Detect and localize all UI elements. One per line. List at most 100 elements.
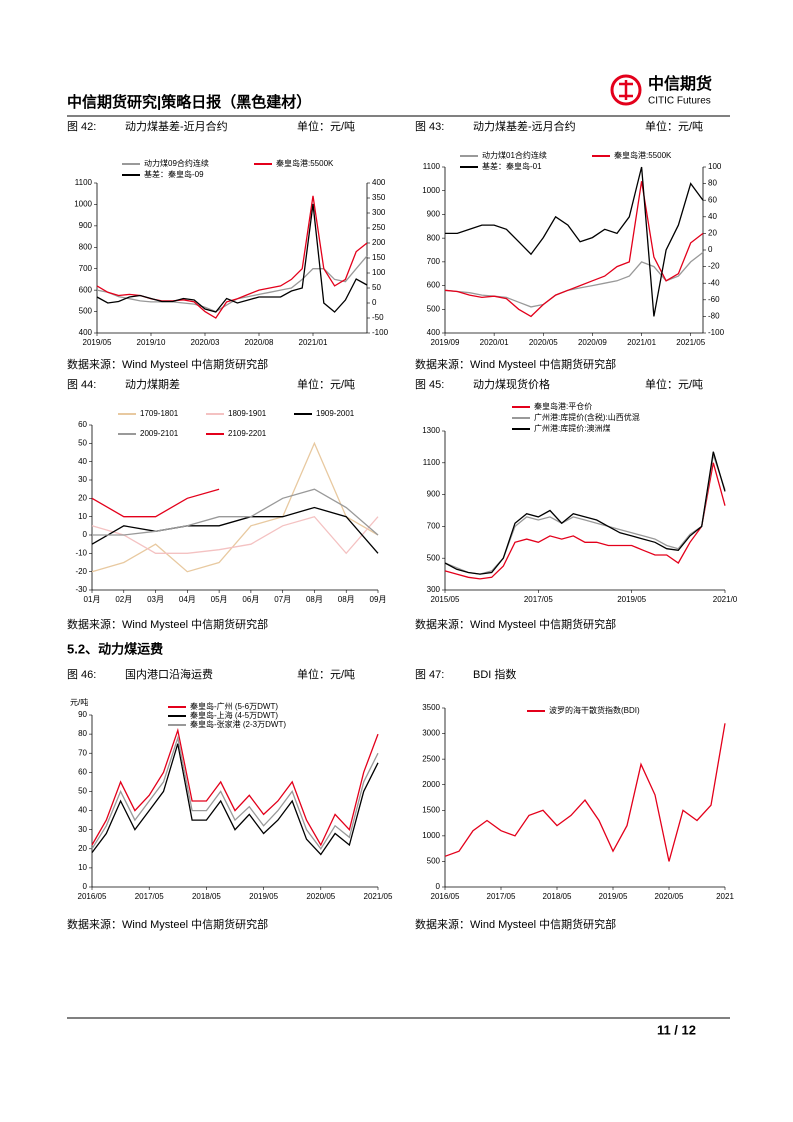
series-line bbox=[91, 515, 379, 555]
y-tick-label: 30 bbox=[78, 825, 87, 834]
logo-icon bbox=[610, 74, 642, 106]
series-line bbox=[444, 181, 704, 318]
y-tick-label: -30 bbox=[75, 585, 87, 594]
figure-number: 图 44: bbox=[67, 378, 96, 391]
y2-tick-label: 0 bbox=[708, 245, 713, 254]
logo-en: CITIC Futures bbox=[648, 96, 711, 107]
y-tick-label: 2000 bbox=[422, 780, 440, 789]
y-tick-label: 60 bbox=[78, 767, 87, 776]
figure-number: 图 46: bbox=[67, 668, 96, 681]
x-tick-label: 2021 bbox=[716, 892, 734, 901]
x-tick-label: 2019/05 bbox=[617, 595, 646, 604]
series-line bbox=[91, 488, 220, 518]
y-tick-label: 1100 bbox=[423, 162, 441, 171]
legend-label: 秦皇岛港:5500K bbox=[276, 158, 334, 168]
y2-tick-label: 20 bbox=[708, 229, 717, 238]
legend-label: 基差：秦皇岛-01 bbox=[482, 161, 542, 171]
x-tick-label: 06月 bbox=[242, 595, 259, 604]
y-tick-label: 3500 bbox=[422, 703, 440, 712]
figure-number: 图 42: bbox=[67, 120, 96, 133]
x-tick-label: 08月 bbox=[338, 595, 355, 604]
figure-title: 国内港口沿海运费 bbox=[125, 667, 213, 681]
x-tick-label: 01月 bbox=[84, 595, 101, 604]
x-tick-label: 09月 bbox=[370, 595, 387, 604]
y-tick-label: 3000 bbox=[422, 729, 440, 738]
series-line bbox=[96, 203, 368, 313]
y-tick-label: -20 bbox=[75, 567, 87, 576]
y-tick-label: 800 bbox=[79, 242, 93, 251]
y-tick-label: 700 bbox=[427, 522, 441, 531]
figure-source: 数据来源：Wind Mysteel 中信期货研究部 bbox=[67, 357, 268, 371]
y-tick-label: 500 bbox=[427, 857, 441, 866]
logo-icon-mark bbox=[619, 80, 633, 100]
figure-source: 数据来源：Wind Mysteel 中信期货研究部 bbox=[415, 617, 616, 631]
y-tick-label: 300 bbox=[427, 585, 441, 594]
series-line bbox=[96, 255, 368, 313]
figure-unit: 单位：元/吨 bbox=[297, 377, 355, 391]
y-tick-label: 1000 bbox=[422, 831, 440, 840]
series-line bbox=[91, 441, 379, 573]
y2-tick-label: 100 bbox=[372, 268, 386, 277]
figure-title: 动力煤期差 bbox=[125, 377, 180, 391]
x-tick-label: 2018/05 bbox=[192, 892, 221, 901]
y-tick-label: 60 bbox=[78, 420, 87, 429]
y-tick-label: 800 bbox=[427, 233, 441, 242]
legend-label: 秦皇岛-广州 (5-6万DWT) bbox=[190, 701, 278, 711]
y-tick-label: 600 bbox=[427, 281, 441, 290]
y-tick-label: 80 bbox=[78, 729, 87, 738]
y-tick-label: 1000 bbox=[422, 186, 440, 195]
legend-label: 2109-2201 bbox=[228, 429, 267, 438]
series-line bbox=[444, 723, 726, 862]
logo bbox=[610, 74, 642, 106]
y2-tick-label: 350 bbox=[372, 193, 386, 202]
legend-label: 动力煤01合约连续 bbox=[482, 150, 547, 160]
y-tick-label: 700 bbox=[79, 264, 93, 273]
y-tick-label: 0 bbox=[83, 882, 88, 891]
x-tick-label: 2017/05 bbox=[487, 892, 516, 901]
y-tick-label: 20 bbox=[78, 493, 87, 502]
y-tick-label: 10 bbox=[78, 512, 87, 521]
y-axis-label: 元/吨 bbox=[70, 697, 88, 707]
x-tick-label: 05月 bbox=[211, 595, 228, 604]
series-line bbox=[444, 462, 726, 580]
x-tick-label: 2020/05 bbox=[655, 892, 684, 901]
y-tick-label: 700 bbox=[427, 257, 441, 266]
x-tick-label: 2019/05 bbox=[83, 338, 112, 347]
x-tick-label: 2017/05 bbox=[135, 892, 164, 901]
y-tick-label: 30 bbox=[78, 475, 87, 484]
legend-label: 秦皇岛港:5500K bbox=[614, 150, 672, 160]
legend-label: 1709-1801 bbox=[140, 409, 179, 418]
y2-tick-label: -100 bbox=[708, 328, 725, 337]
legend-label: 动力煤09合约连续 bbox=[144, 158, 209, 168]
y2-tick-label: 300 bbox=[372, 208, 386, 217]
series-line bbox=[444, 451, 726, 575]
y-tick-label: 500 bbox=[427, 304, 441, 313]
legend-label: 2009-2101 bbox=[140, 429, 179, 438]
x-tick-label: 2019/09 bbox=[431, 338, 460, 347]
series-line bbox=[444, 251, 704, 308]
series-line bbox=[96, 195, 368, 319]
y-tick-label: 0 bbox=[83, 530, 88, 539]
y-tick-label: -10 bbox=[75, 548, 87, 557]
x-tick-label: 2020/09 bbox=[578, 338, 607, 347]
page-number: 11 / 12 bbox=[657, 1022, 696, 1037]
y2-tick-label: 60 bbox=[708, 195, 717, 204]
y2-tick-label: -80 bbox=[708, 312, 720, 321]
y-tick-label: 0 bbox=[436, 882, 441, 891]
y2-tick-label: -60 bbox=[708, 295, 720, 304]
series-line bbox=[445, 166, 704, 317]
x-tick-label: 2020/08 bbox=[245, 338, 274, 347]
figure-number: 图 45: bbox=[415, 378, 444, 391]
x-tick-label: 2015/05 bbox=[431, 595, 460, 604]
y-tick-label: 1300 bbox=[422, 426, 440, 435]
x-tick-label: 2016/05 bbox=[431, 892, 460, 901]
figure-unit: 单位：元/吨 bbox=[297, 667, 355, 681]
y2-tick-label: 100 bbox=[708, 162, 722, 171]
figure-source: 数据来源：Wind Mysteel 中信期货研究部 bbox=[415, 357, 616, 371]
figure-title: 动力煤基差-近月合约 bbox=[125, 119, 228, 133]
legend-label: 1909-2001 bbox=[316, 409, 355, 418]
y2-tick-label: -50 bbox=[372, 313, 384, 322]
x-tick-label: 2021/05 bbox=[364, 892, 393, 901]
y-tick-label: 1000 bbox=[74, 200, 92, 209]
x-tick-label: 2017/05 bbox=[524, 595, 553, 604]
